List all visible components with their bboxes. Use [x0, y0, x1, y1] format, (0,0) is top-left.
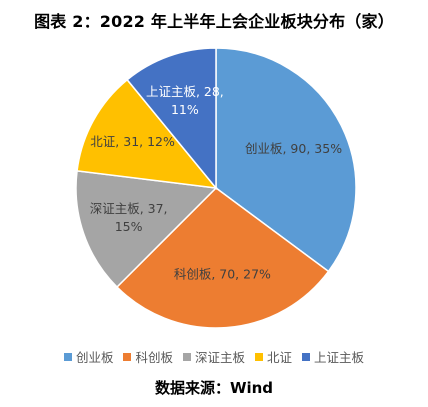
- legend-swatch: [255, 352, 263, 361]
- pie-slice: [126, 47, 217, 191]
- legend-swatch: [63, 352, 72, 361]
- legend-label: 创业板: [75, 350, 114, 365]
- legend-item: 上证主板: [302, 347, 364, 366]
- data-source: 数据来源：Wind: [154, 379, 274, 397]
- legend-label: 北证: [267, 350, 293, 365]
- slice-data-label: 科创板, 70, 27%: [174, 267, 271, 282]
- slice-data-label: 创业板, 90, 35%: [245, 141, 342, 156]
- chart-title: 图表 2：2022 年上半年上会企业板块分布（家）: [34, 12, 394, 31]
- pie-slice: [76, 78, 218, 189]
- legend-item: 北证: [255, 347, 292, 366]
- legend-swatch: [302, 352, 311, 361]
- slice-data-label: 北证, 31, 12%: [90, 134, 175, 149]
- slice-data-label: 深证主板, 37, 15%: [90, 201, 168, 234]
- pie-slice: [115, 187, 330, 329]
- legend-item: 深证主板: [182, 347, 245, 366]
- legend-swatch: [182, 352, 191, 361]
- legend-item: 科创板: [123, 347, 173, 366]
- legend-swatch: [123, 352, 132, 361]
- pie-slice: [215, 47, 357, 273]
- legend-label: 科创板: [135, 350, 173, 365]
- legend-label: 上证主板: [314, 350, 365, 365]
- slice-data-label: 上证主板, 28, 11%: [146, 84, 224, 117]
- legend-item: 创业板: [63, 347, 114, 366]
- pie-slice: [75, 170, 218, 289]
- pie-chart: 创业板, 90, 35% 科创板, 70, 27% 深证主板, 37, 15% 北证, …: [75, 47, 357, 329]
- chart-legend: 创业板 科创板 深证主板 北证 上证主板: [0, 347, 428, 366]
- legend-label: 深证主板: [194, 350, 245, 365]
